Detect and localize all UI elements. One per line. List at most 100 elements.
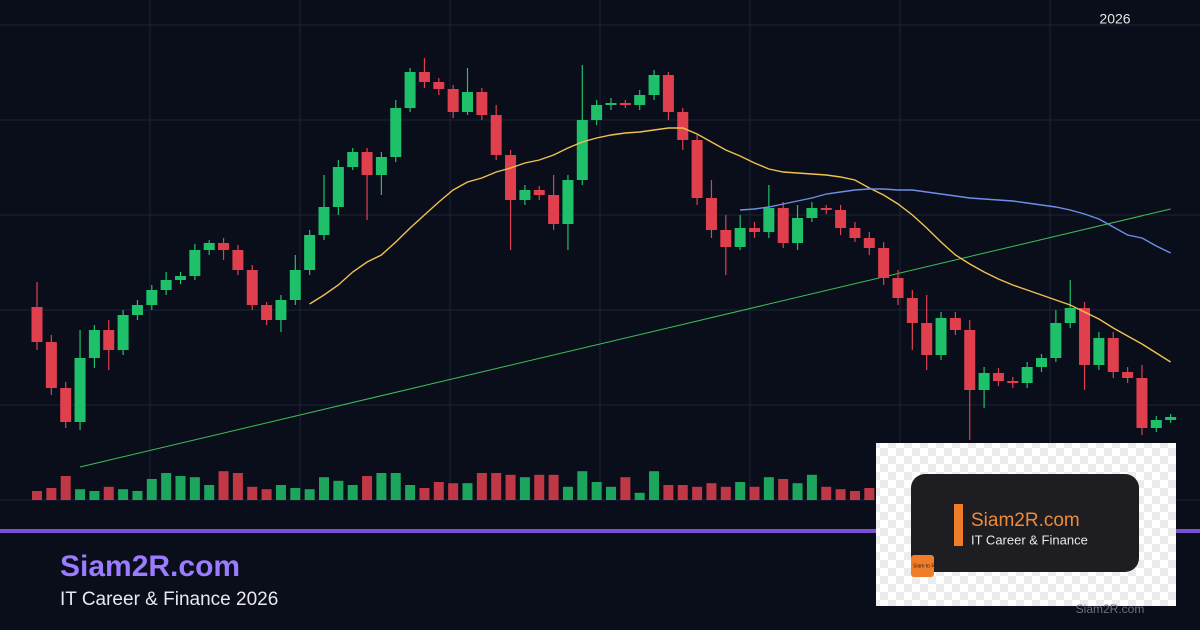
candle-body <box>88 330 100 358</box>
volume-bar <box>735 482 746 500</box>
candle-body <box>74 358 86 422</box>
candle-body <box>648 75 660 95</box>
volume-bar <box>261 489 272 500</box>
logo-badge <box>911 555 934 577</box>
candle-body <box>763 208 775 232</box>
volume-bar <box>792 483 803 500</box>
volume-bar <box>749 486 760 500</box>
volume-bar <box>218 471 229 500</box>
candle-body <box>792 218 804 243</box>
volume-bar <box>32 491 42 500</box>
volume-bar <box>60 476 71 500</box>
candle-body <box>935 318 947 355</box>
candle-body <box>160 280 172 290</box>
candle-body <box>562 180 574 224</box>
volume-bar <box>462 483 473 500</box>
candle-body <box>749 228 760 232</box>
candle-body <box>447 89 459 112</box>
trendline <box>79 208 1171 468</box>
candle-body <box>691 140 703 198</box>
volume-bar <box>763 477 774 500</box>
volume-bar <box>519 477 530 500</box>
candle-body <box>505 155 517 200</box>
brand-title: Siam2R.com <box>60 550 240 583</box>
candle-body <box>60 388 72 422</box>
candle-body <box>131 305 143 315</box>
candle-body <box>921 323 933 355</box>
volume-bar <box>849 491 860 500</box>
candle-body <box>232 250 244 270</box>
candle-body <box>304 235 316 270</box>
candle-body <box>533 190 545 195</box>
moving-average <box>309 127 1171 363</box>
brand-subtitle: IT Career & Finance 2026 <box>60 589 278 610</box>
divider <box>0 529 1200 533</box>
candle-body <box>1079 308 1091 365</box>
volume-bar <box>175 476 186 500</box>
volume-bar <box>534 474 545 500</box>
candle-body <box>806 208 818 218</box>
candle-body <box>332 167 344 207</box>
volume-bar <box>706 483 717 500</box>
volume-bar <box>821 486 832 500</box>
candle-body <box>634 95 646 105</box>
volume-bar <box>591 482 602 500</box>
candle-body <box>218 243 230 250</box>
candle-body <box>1122 372 1134 378</box>
candle-body <box>1150 420 1162 428</box>
candle-body <box>189 250 201 276</box>
candle-body <box>849 228 861 238</box>
volume-bar <box>103 486 114 500</box>
volume-bar <box>247 486 258 500</box>
volume-bar <box>232 473 243 500</box>
volume-bar <box>692 486 703 500</box>
volume-bar <box>663 485 674 500</box>
candle-body <box>361 152 373 175</box>
volume-bar <box>304 489 315 500</box>
volume-bar <box>577 471 588 500</box>
candle-body <box>490 115 502 155</box>
logo-panel <box>911 474 1139 572</box>
logo-title: Siam2R.com <box>971 510 1080 531</box>
candle-body <box>146 290 158 305</box>
volume-bar <box>319 477 329 500</box>
candle-body <box>246 270 258 305</box>
candle-body <box>978 373 990 390</box>
candle-body <box>662 75 674 112</box>
candle-body <box>605 103 617 105</box>
candle-body <box>863 238 875 248</box>
volume-bar <box>491 473 502 500</box>
candle-body <box>261 305 273 320</box>
volume-bar <box>634 492 645 500</box>
candle-body <box>318 207 330 235</box>
candle-body <box>949 318 961 330</box>
candle-body <box>548 195 560 224</box>
volume-bar <box>433 482 444 500</box>
candle-body <box>462 92 473 112</box>
volume-bar <box>476 473 487 500</box>
candle-body <box>289 270 301 300</box>
volume-bar <box>778 479 789 500</box>
candle-body <box>1021 367 1033 383</box>
candle-body <box>347 152 359 167</box>
candle-body <box>820 208 832 210</box>
candle-body <box>418 72 430 82</box>
candle-body <box>175 276 186 280</box>
candle-body <box>892 278 904 298</box>
volume-bar <box>89 491 100 500</box>
volume-bar <box>362 476 373 500</box>
volume-bar <box>649 471 660 500</box>
candle-body <box>1165 417 1177 420</box>
candle-body <box>31 307 43 342</box>
candle-body <box>476 92 488 115</box>
volume-bar <box>132 491 143 500</box>
candle-body <box>404 72 416 108</box>
moving-average <box>740 188 1171 254</box>
candle-body <box>1107 338 1119 372</box>
candle-body <box>992 373 1004 381</box>
candle-body <box>906 298 918 323</box>
candle-body <box>1050 323 1062 358</box>
candle-body <box>103 330 115 350</box>
candle-body <box>677 112 689 140</box>
